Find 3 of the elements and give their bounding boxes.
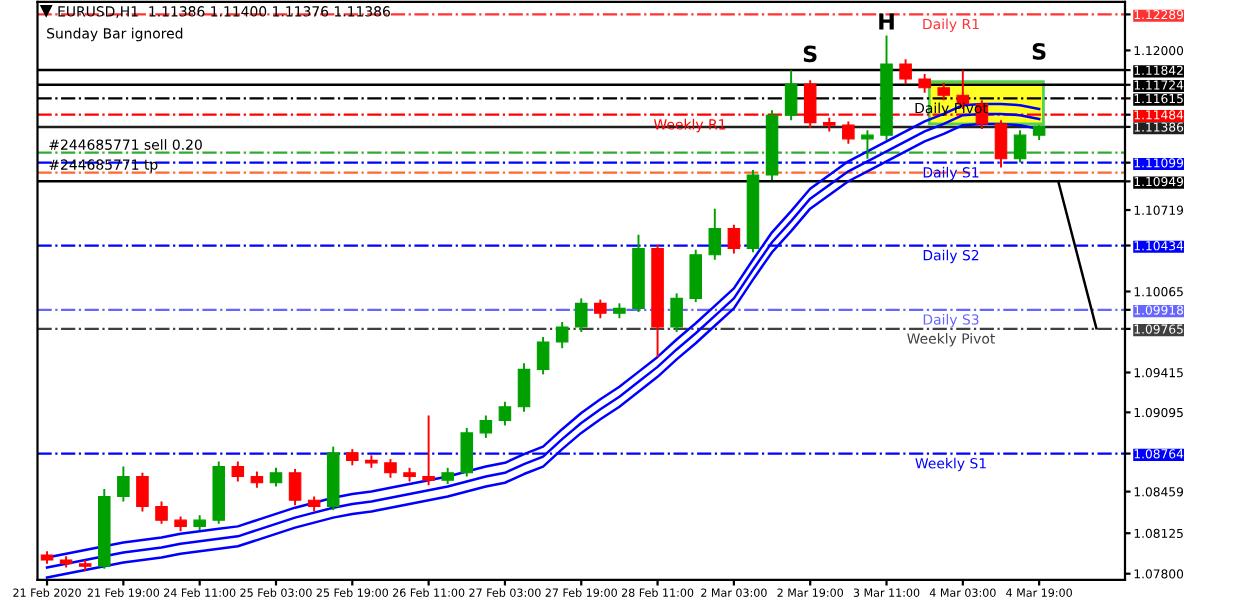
annotation: S [803, 45, 817, 63]
annotation: S [1032, 43, 1046, 60]
annotation: H [879, 13, 894, 30]
